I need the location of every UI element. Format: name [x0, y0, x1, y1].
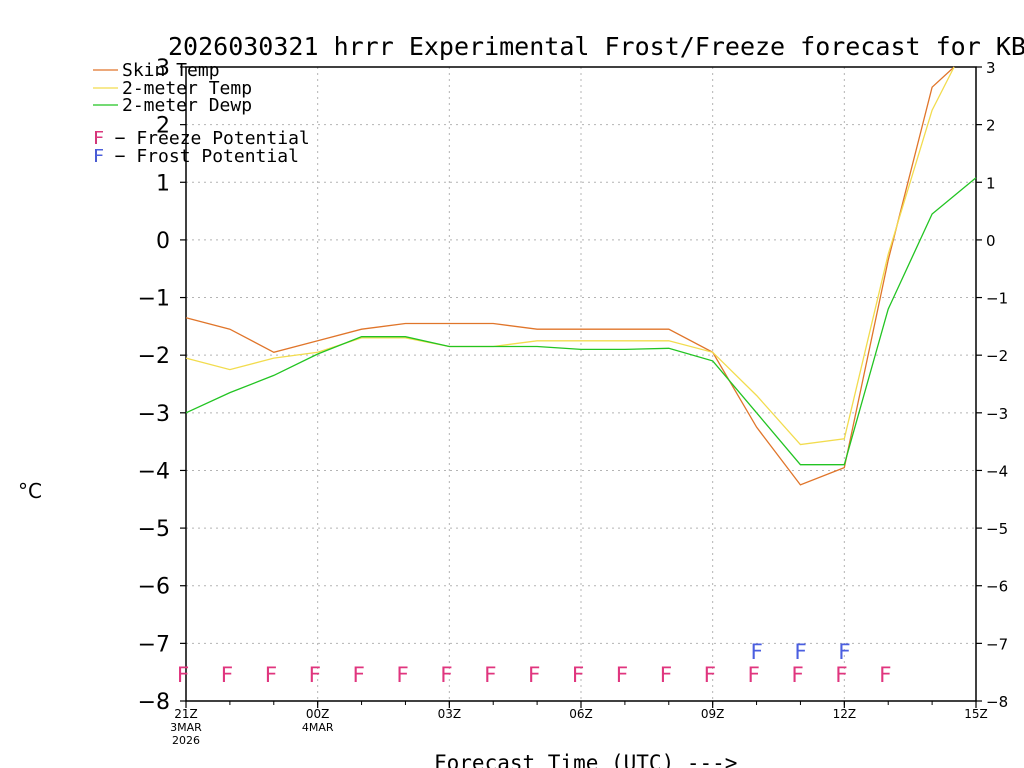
freeze-potential-marker: F [791, 663, 804, 687]
legend-label-2m-dewp: 2-meter Dewp [122, 95, 252, 116]
freeze-potential-marker: F [264, 663, 277, 687]
freeze-potential-marker: F [616, 663, 629, 687]
y-tick-label-right: −1 [986, 290, 1008, 308]
freeze-potential-marker: F [440, 663, 453, 687]
chart-title: 2026030321 hrrr Experimental Frost/Freez… [168, 32, 1024, 61]
y-tick-label-right: −8 [986, 693, 1008, 711]
y-tick-label-left: −3 [138, 402, 170, 427]
freeze-potential-marker: F [308, 663, 321, 687]
frost-potential-marker: F [794, 640, 807, 664]
x-tick-sublabel: 4MAR [302, 721, 334, 734]
y-tick-label-left: −1 [138, 287, 170, 312]
x-tick-label: 12Z [833, 707, 857, 721]
series-line-2-meter-temp [185, 66, 955, 446]
freeze-potential-marker: F [747, 663, 760, 687]
y-tick-label-right: −3 [986, 405, 1008, 423]
x-tick-sublabel: 2026 [172, 734, 200, 747]
y-axis-label: °C [18, 479, 42, 503]
frost-potential-marker: F [750, 640, 763, 664]
x-tick-label: 21Z [174, 707, 198, 721]
y-tick-label-right: −6 [986, 578, 1008, 596]
legend-frost-potential: F − Frost Potential [93, 146, 299, 167]
freeze-potential-marker: F [396, 663, 409, 687]
freeze-potential-marker: F [659, 663, 672, 687]
y-tick-label-left: −6 [138, 575, 170, 600]
x-tick-label: 15Z [964, 707, 988, 721]
y-tick-label-right: 0 [986, 232, 996, 250]
series-line-skin-temp [185, 66, 955, 486]
freeze-potential-marker: F [177, 663, 190, 687]
axes: −8 −8 −7 −7 −6 −6 −5 −5 −4 −4 −3 −3 −2 −2 −1 −1 0 0 1 1 2 2 3 3… [138, 56, 1009, 747]
potential-markers: F F F F F F F F F F F F F F F F FF F F [177, 640, 892, 687]
y-tick-label-right: 1 [986, 174, 996, 192]
freeze-potential-marker: F [221, 663, 234, 687]
series-line-2-meter-dewp [185, 177, 977, 466]
y-tick-label-left: 2 [156, 114, 170, 139]
y-tick-label-right: −2 [986, 347, 1008, 365]
y-tick-label-right: −4 [986, 462, 1008, 480]
freeze-potential-marker: F [879, 663, 892, 687]
y-tick-label-right: −5 [986, 520, 1008, 538]
freeze-potential-marker: F [703, 663, 716, 687]
x-tick-label: 06Z [569, 707, 593, 721]
legend-frost-glyph: F [93, 146, 104, 167]
legend: Skin Temp 2-meter Temp 2-meter Dewp F − … [93, 60, 310, 167]
x-tick-label: 09Z [701, 707, 725, 721]
y-tick-label-left: 0 [156, 229, 170, 254]
x-tick-label: 03Z [438, 707, 462, 721]
x-tick-label: 00Z [306, 707, 330, 721]
y-tick-label-left: 3 [156, 56, 170, 81]
freeze-potential-marker: F [484, 663, 497, 687]
y-tick-label-left: −4 [138, 459, 170, 484]
grid-lines [186, 67, 976, 701]
legend-label-2m-temp: 2-meter Temp [122, 78, 252, 99]
legend-freeze-potential: F − Freeze Potential [93, 128, 310, 149]
frost-potential-marker: F [838, 640, 851, 664]
x-axis-label: Forecast Time (UTC) ---> [434, 751, 737, 768]
y-tick-label-left: −8 [138, 690, 170, 715]
legend-freeze-glyph: F [93, 128, 104, 149]
y-tick-label-left: −5 [138, 517, 170, 542]
y-tick-label-left: −2 [138, 344, 170, 369]
y-tick-label-left: −7 [138, 632, 170, 657]
legend-label-skin-temp: Skin Temp [122, 60, 220, 81]
y-tick-label-left: 1 [156, 171, 170, 196]
freeze-potential-marker: F [352, 663, 365, 687]
freeze-potential-marker: F [572, 663, 585, 687]
y-tick-label-right: −7 [986, 635, 1008, 653]
series-lines [185, 66, 977, 486]
x-tick-sublabel: 3MAR [170, 721, 202, 734]
y-tick-label-right: 3 [986, 59, 996, 77]
freeze-potential-marker: F [835, 663, 848, 687]
y-tick-label-right: 2 [986, 117, 996, 135]
freeze-potential-marker: F [528, 663, 541, 687]
